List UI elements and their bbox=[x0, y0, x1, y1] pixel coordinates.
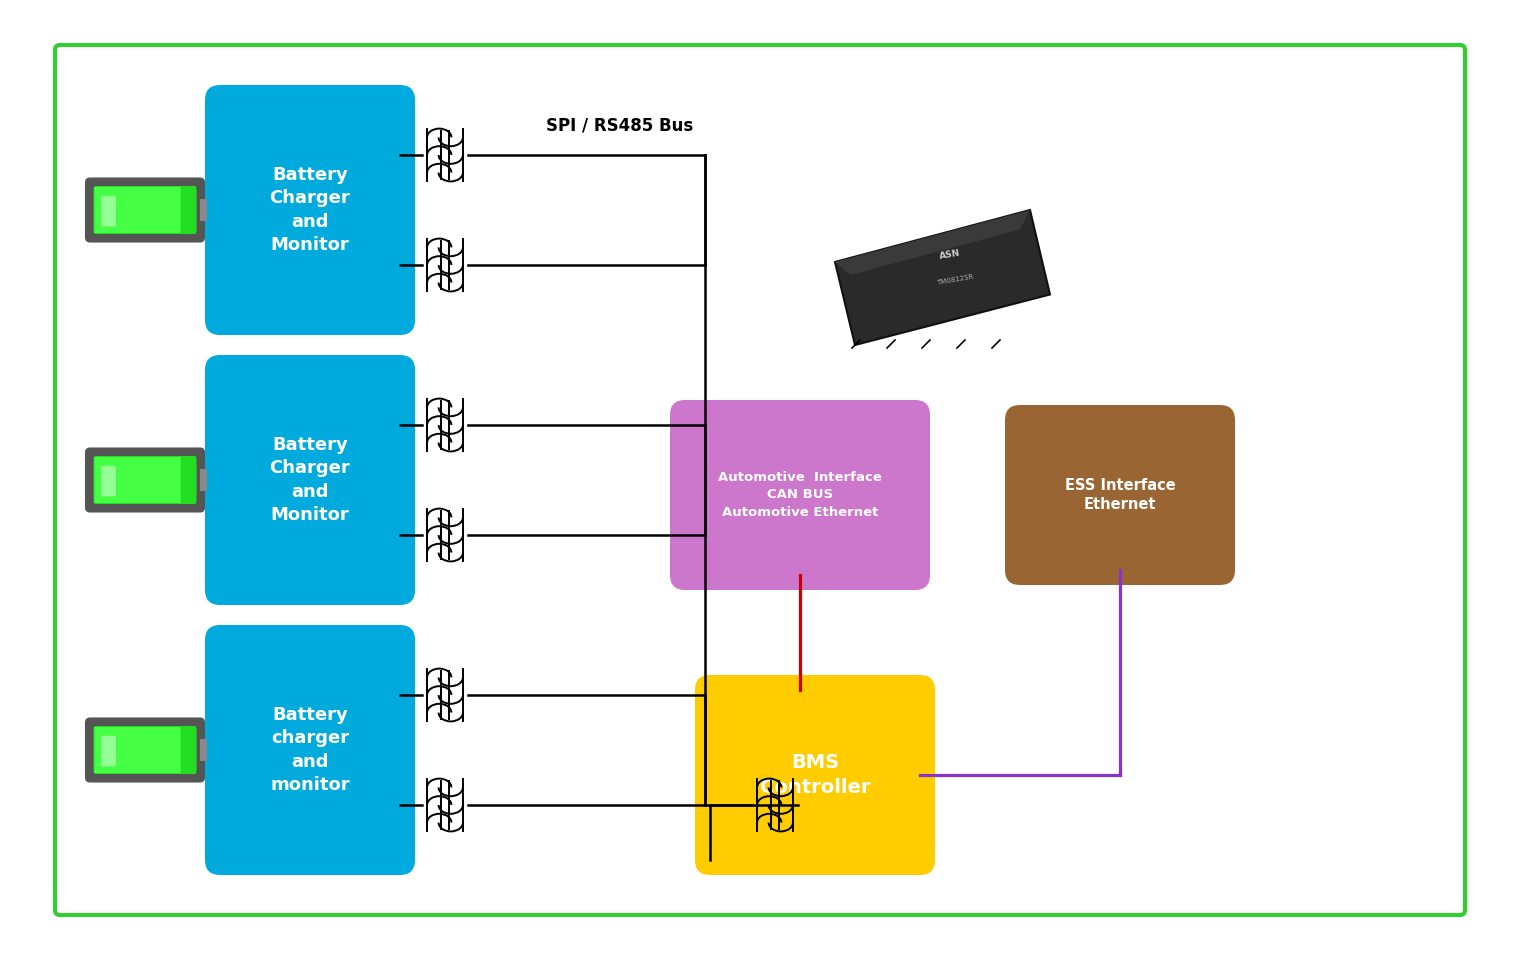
Text: ASN: ASN bbox=[938, 249, 962, 261]
FancyBboxPatch shape bbox=[86, 448, 204, 512]
FancyBboxPatch shape bbox=[204, 625, 415, 875]
Bar bbox=[200, 469, 207, 491]
FancyBboxPatch shape bbox=[694, 675, 935, 875]
Text: SPI / RS485 Bus: SPI / RS485 Bus bbox=[547, 116, 694, 134]
FancyBboxPatch shape bbox=[101, 735, 115, 766]
Text: Automotive  Interface
CAN BUS
Automotive Ethernet: Automotive Interface CAN BUS Automotive … bbox=[717, 471, 882, 518]
Text: BMS
Controller: BMS Controller bbox=[760, 753, 871, 797]
FancyBboxPatch shape bbox=[94, 726, 197, 774]
FancyBboxPatch shape bbox=[55, 45, 1465, 915]
Text: Battery
Charger
and
Monitor: Battery Charger and Monitor bbox=[270, 165, 350, 254]
FancyBboxPatch shape bbox=[86, 718, 204, 781]
FancyBboxPatch shape bbox=[95, 187, 181, 233]
Text: TM0812SR: TM0812SR bbox=[935, 274, 974, 286]
FancyBboxPatch shape bbox=[670, 400, 929, 590]
Polygon shape bbox=[836, 210, 1051, 345]
Text: Battery
charger
and
monitor: Battery charger and monitor bbox=[270, 706, 350, 795]
FancyBboxPatch shape bbox=[204, 85, 415, 335]
FancyBboxPatch shape bbox=[86, 179, 204, 242]
FancyBboxPatch shape bbox=[94, 186, 197, 234]
Text: ESS Interface
Ethernet: ESS Interface Ethernet bbox=[1064, 477, 1175, 513]
FancyBboxPatch shape bbox=[101, 196, 115, 227]
Text: Battery
Charger
and
Monitor: Battery Charger and Monitor bbox=[270, 436, 350, 524]
Bar bbox=[200, 739, 207, 761]
Bar bbox=[200, 199, 207, 221]
FancyBboxPatch shape bbox=[1005, 405, 1235, 585]
FancyBboxPatch shape bbox=[204, 355, 415, 605]
FancyBboxPatch shape bbox=[94, 456, 197, 504]
FancyBboxPatch shape bbox=[95, 457, 181, 503]
FancyBboxPatch shape bbox=[95, 727, 181, 773]
Polygon shape bbox=[836, 210, 1031, 275]
FancyBboxPatch shape bbox=[101, 466, 115, 496]
